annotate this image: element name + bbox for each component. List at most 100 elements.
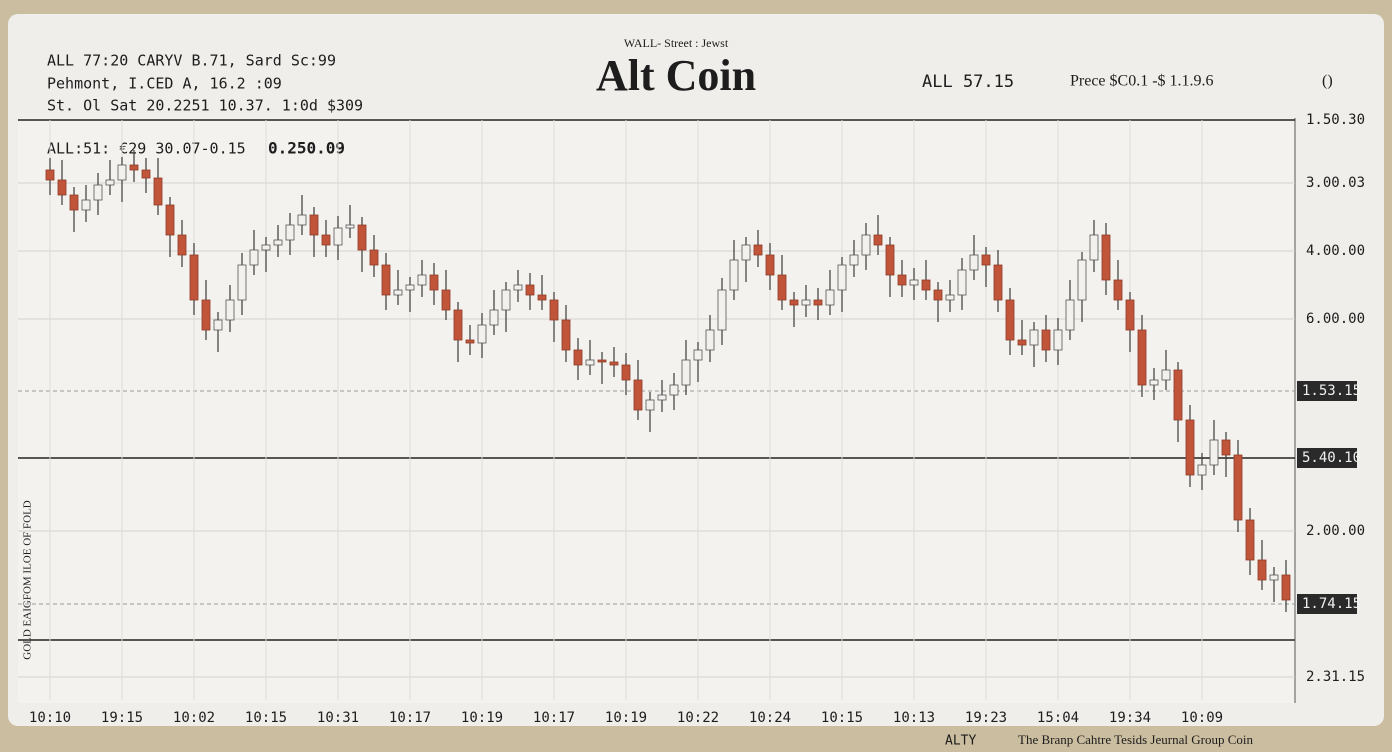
candle-body [381,264,391,296]
x-tick-label: 10:17 [533,710,575,726]
candle-body [1077,259,1087,301]
candle-body [153,177,163,206]
y-tick-label: 6.00.00 [1306,311,1365,327]
candle-body [837,264,847,291]
candle-body [501,289,511,311]
candle-body [1125,299,1135,331]
candle-body [285,224,295,241]
candle-body [549,299,559,321]
candle-body [741,244,751,261]
candle-body [393,289,403,296]
candle-body [93,184,103,201]
overlay-label: ALL:51: €29 30.07-0.15 [47,140,246,158]
candle-body [1269,574,1279,581]
candle-body [729,259,739,291]
candle-body [321,234,331,246]
ticker: ALL 57.15 [922,72,1014,92]
candle-body [693,349,703,361]
candle-body [297,214,307,226]
candle-body [57,179,67,196]
x-tick-label: 10:13 [893,710,935,726]
candle-body [141,169,151,179]
candle-body [129,164,139,171]
x-tick-label: 10:02 [173,710,215,726]
header-line: Pehmont, I.CED A, 16.2 :09 [47,75,282,93]
candle-body [429,274,439,291]
x-tick-label: 10:24 [749,710,791,726]
candle-body [585,359,595,366]
candle-body [213,319,223,331]
candle-body [1209,439,1219,466]
candle-body [525,284,535,296]
kicker: WALL- Street : Jewst [624,36,729,50]
candle-body [765,254,775,276]
candle-body [657,394,667,401]
side-label: GOLD EAIGFOM ILOE OF FOLD [22,500,34,660]
candle-body [1149,379,1159,386]
y-tick-label: 2.31.15 [1306,669,1365,685]
candle-body [1161,369,1171,381]
candle-body [357,224,367,251]
candle-body [609,361,619,366]
candle-body [177,234,187,256]
candle-body [717,289,727,331]
price-line: Prece $C0.1 -$ 1.1.9.6 [1070,73,1214,90]
y-tick-label: 3.00.03 [1306,175,1365,191]
x-tick-label: 19:23 [965,710,1007,726]
candle-body [621,364,631,381]
candle-body [261,244,271,251]
candle-body [1245,519,1255,561]
x-tick-label: 10:17 [389,710,431,726]
footer-left: ALTY [945,734,976,749]
candle-body [645,399,655,411]
candle-body [945,294,955,301]
candle-body [273,239,283,246]
candle-body [849,254,859,266]
candle-body [633,379,643,411]
marker-label: 1.53.15 [1302,383,1361,399]
candle-body [1065,299,1075,331]
candle-body [933,289,943,301]
candle-body [1041,329,1051,351]
x-tick-label: 10:19 [605,710,647,726]
candle-body [789,299,799,306]
candle-body [1197,464,1207,476]
candle-body [345,224,355,229]
x-tick-label: 10:15 [245,710,287,726]
x-tick-label: 10:10 [29,710,71,726]
candle-body [573,349,583,366]
candle-body [861,234,871,256]
plot-area [18,118,1295,703]
candle-body [957,269,967,296]
candle-body [1029,329,1039,346]
candle-body [201,299,211,331]
candle-body [69,194,79,211]
candle-body [189,254,199,301]
candle-body [597,359,607,363]
candle-body [453,309,463,341]
candle-body [165,204,175,236]
candle-body [1281,574,1291,601]
candle-body [705,329,715,351]
candle-body [669,384,679,396]
candle-body [1089,234,1099,261]
chart-title: Alt Coin [596,51,756,100]
candle-body [1137,329,1147,386]
candle-body [513,284,523,291]
candle-body [1017,339,1027,346]
x-tick-label: 10:09 [1181,710,1223,726]
candle-body [225,299,235,321]
y-tick-label: 2.00.00 [1306,523,1365,539]
footer-right: The Branp Cahtre Tesids Jeurnal Group Co… [1018,732,1253,747]
candle-body [1101,234,1111,281]
x-tick-label: 19:34 [1109,710,1151,726]
candle-body [1185,419,1195,476]
candle-body [117,164,127,181]
candle-body [885,244,895,276]
candle-body [537,294,547,301]
candle-body [873,234,883,246]
candle-body [921,279,931,291]
icon: () [1322,73,1333,90]
header-line: St. Ol Sat 20.2251 10.37. 1:0d $309 [47,97,363,115]
candle-body [441,289,451,311]
